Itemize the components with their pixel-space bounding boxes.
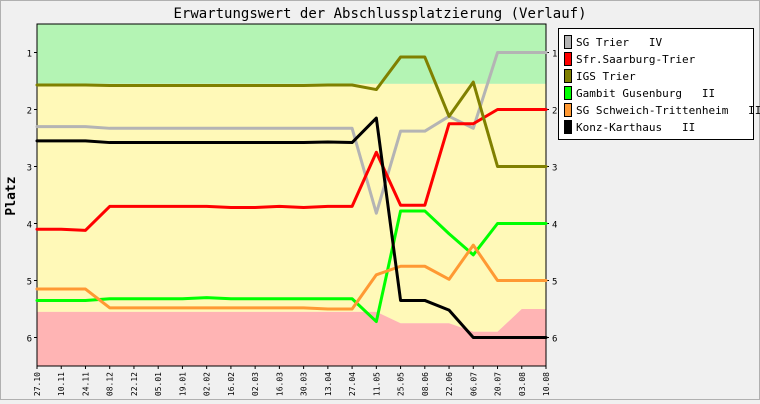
y-tick-label-left: 5 <box>27 278 32 288</box>
x-tick-label: 02.03 <box>251 372 260 396</box>
legend: SG Trier IV Sfr.Saarburg-Trier IGS Trier Ga… <box>559 29 760 140</box>
y-tick-label-left: 6 <box>27 335 32 345</box>
legend-label: SG Schweich-Trittenheim III <box>576 104 760 117</box>
legend-swatch <box>565 36 572 49</box>
y-tick-label-right: 2 <box>552 107 557 117</box>
legend-label: Gambit Gusenburg II <box>576 87 715 100</box>
legend-swatch <box>565 121 572 134</box>
legend-swatch <box>565 104 572 117</box>
y-tick-label-left: 2 <box>27 107 32 117</box>
x-tick-label: 13.04 <box>324 372 333 396</box>
x-tick-label: 24.11 <box>81 372 90 396</box>
x-tick-label: 10.11 <box>57 372 66 396</box>
legend-swatch <box>565 87 572 100</box>
band-0 <box>37 24 546 84</box>
y-tick-label-right: 1 <box>552 50 557 60</box>
x-tick-label: 10.08 <box>542 372 551 396</box>
legend-label: Konz-Karthaus II <box>576 121 695 134</box>
legend-swatch <box>565 70 572 83</box>
y-tick-label-left: 3 <box>27 164 32 174</box>
legend-label: IGS Trier <box>576 70 636 83</box>
x-tick-label: 30.03 <box>300 372 309 396</box>
x-tick-label: 27.04 <box>348 372 357 396</box>
y-tick-label-right: 3 <box>552 164 557 174</box>
y-axis-label: Platz <box>4 176 19 215</box>
y-tick-label-right: 4 <box>552 221 557 231</box>
x-tick-label: 27.10 <box>33 372 42 396</box>
y-tick-label-right: 5 <box>552 278 557 288</box>
legend-label: Sfr.Saarburg-Trier <box>576 53 696 66</box>
legend-swatch <box>565 53 572 66</box>
legend-label: SG Trier IV <box>576 36 662 49</box>
x-tick-label: 22.06 <box>445 372 454 396</box>
x-tick-label: 03.08 <box>518 372 527 396</box>
y-tick-label-right: 6 <box>552 335 557 345</box>
x-tick-label: 22.12 <box>130 372 139 396</box>
x-tick-label: 25.05 <box>397 372 406 396</box>
y-tick-label-left: 1 <box>27 50 32 60</box>
x-tick-label: 16.03 <box>275 372 284 396</box>
background-bands <box>37 24 546 366</box>
x-tick-label: 06.07 <box>469 372 478 396</box>
x-tick-label: 02.02 <box>203 372 212 396</box>
y-tick-label-left: 4 <box>27 221 32 231</box>
x-tick-label: 20.07 <box>494 372 503 396</box>
x-tick-label: 19.01 <box>178 372 187 396</box>
x-tick-label: 16.02 <box>227 372 236 396</box>
chart-title: Erwartungswert der Abschlussplatzierung … <box>173 6 586 22</box>
x-tick-label: 08.06 <box>421 372 430 396</box>
x-tick-label: 05.01 <box>154 372 163 396</box>
x-tick-label: 08.12 <box>106 372 115 396</box>
x-tick-label: 11.05 <box>372 372 381 396</box>
